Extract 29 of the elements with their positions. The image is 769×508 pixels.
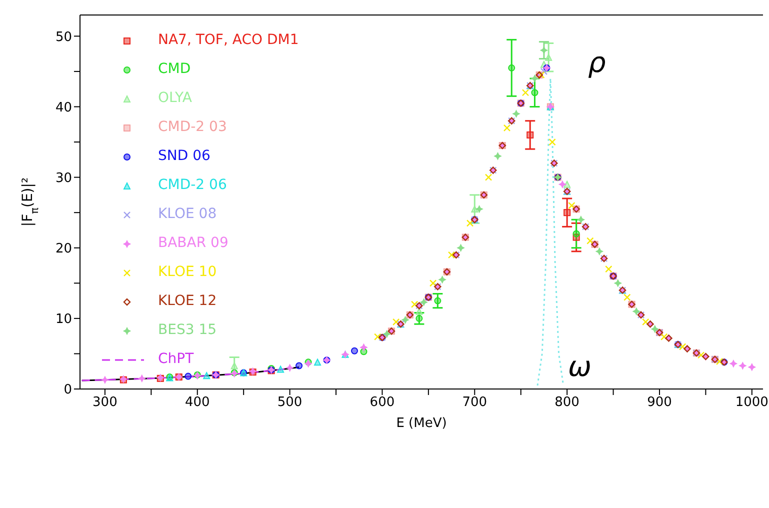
legend-label: ChPT (158, 350, 194, 369)
y-tick-label: 30 (55, 170, 72, 186)
legend-label: NA7, TOF, ACO DM1 (158, 31, 299, 50)
legend-label: KLOE 10 (158, 263, 217, 282)
x-tick-label: 300 (92, 395, 118, 410)
y-tick-label: 40 (55, 100, 72, 116)
x-tick-label: 700 (462, 395, 488, 410)
legend-label: CMD (158, 60, 191, 79)
annotation: ω (568, 350, 592, 383)
y-tick-label: 0 (64, 382, 72, 398)
x-tick-label: 400 (184, 395, 210, 410)
y-tick-label: 50 (55, 30, 72, 45)
annotation: ρ (588, 46, 606, 79)
legend-label: SND 06 (158, 147, 210, 166)
x-tick-label: 500 (277, 395, 302, 410)
x-tick-label: 900 (647, 395, 672, 410)
legend-label: BABAR 09 (158, 234, 228, 253)
legend-label: CMD-2 03 (158, 118, 227, 137)
x-tick-label: 1000 (735, 395, 768, 410)
legend-label: KLOE 08 (158, 205, 217, 224)
legend-label: KLOE 12 (158, 292, 217, 311)
legend-label: CMD-2 06 (158, 176, 227, 195)
y-tick-label: 10 (55, 312, 72, 328)
x-tick-label: 600 (370, 395, 395, 410)
x-axis-title: E (MeV) (396, 416, 447, 431)
x-tick-label: 800 (554, 395, 580, 410)
y-tick-label: 20 (55, 241, 72, 256)
legend-label: BES3 15 (158, 321, 217, 340)
legend-label: OLYA (158, 89, 192, 108)
